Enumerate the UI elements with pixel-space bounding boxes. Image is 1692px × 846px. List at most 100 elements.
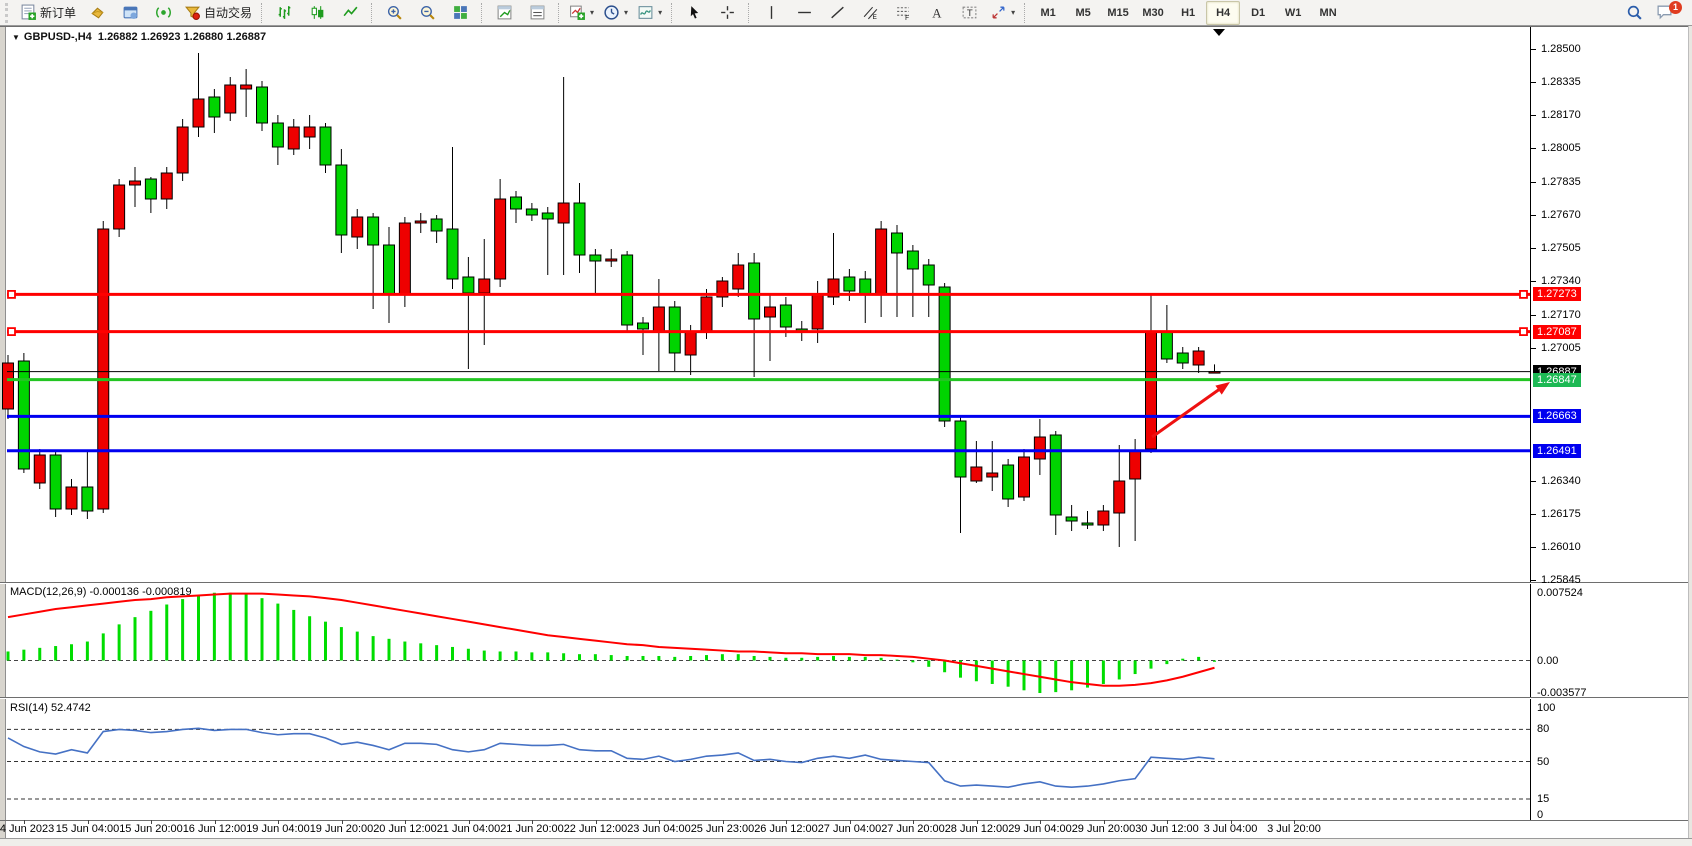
channel-icon: E: [863, 6, 877, 21]
time-axis-label: 27 Jun 20:00: [881, 823, 945, 835]
candle-body: [748, 262, 761, 320]
time-tick-mark: [849, 820, 851, 824]
crosshair-button[interactable]: [711, 1, 743, 25]
hline-button[interactable]: [788, 1, 820, 25]
bar-chart-button[interactable]: [268, 1, 300, 25]
autotrading-button[interactable]: 自动交易: [180, 1, 256, 25]
candle-body: [446, 228, 459, 280]
fibonacci-button[interactable]: F: [887, 1, 919, 25]
candle-body: [573, 202, 586, 256]
candle-body: [716, 280, 729, 298]
templates-button[interactable]: ▾: [633, 1, 666, 25]
candle-body: [1065, 516, 1078, 522]
timeframe-button-d1[interactable]: D1: [1251, 6, 1266, 19]
label-button[interactable]: T: [953, 1, 985, 25]
macd-axis-min: -0.003577: [1537, 686, 1587, 699]
cursor-button[interactable]: [678, 1, 710, 25]
line-chart-button[interactable]: [334, 1, 366, 25]
candle-body: [113, 184, 126, 230]
timeframe-button-h4[interactable]: H4: [1206, 0, 1241, 25]
hline-handle[interactable]: [7, 327, 16, 337]
indicator-list-icon: [530, 5, 544, 20]
price-tick-label: 1.27835: [1541, 176, 1581, 188]
candle-body: [986, 472, 999, 478]
macd-rsi-separator[interactable]: [0, 697, 1688, 698]
time-axis-label: 19 Jun 20:00: [309, 823, 374, 835]
channel-button[interactable]: E: [854, 1, 886, 25]
candle-body: [1160, 330, 1173, 360]
candle-body: [922, 264, 935, 286]
candles: [2, 53, 1221, 547]
candle-body: [668, 306, 681, 354]
candle-body: [1002, 464, 1015, 500]
hline-handle[interactable]: [1519, 289, 1528, 299]
hline-handle[interactable]: [1519, 327, 1528, 337]
rsi-axis-label: 50: [1537, 755, 1550, 768]
new-order-button[interactable]: 新订单: [16, 1, 80, 25]
market-watch-button[interactable]: [114, 1, 146, 25]
toolbar-separator: [1024, 2, 1026, 23]
time-axis-label: 30 Jun 12:00: [1135, 823, 1199, 835]
signals-button[interactable]: [147, 1, 179, 25]
quotes-button[interactable]: [81, 1, 113, 25]
toolbar-separator: [261, 2, 263, 23]
candle-body: [414, 220, 427, 224]
timeframe-button-h1[interactable]: H1: [1181, 6, 1196, 19]
time-tick-mark: [659, 820, 660, 824]
chart-plot[interactable]: [0, 26, 1692, 846]
zoom-out-button[interactable]: [411, 1, 443, 25]
main-macd-separator[interactable]: [0, 582, 1688, 583]
periods-button[interactable]: ▾: [599, 1, 632, 25]
vline-button[interactable]: [755, 1, 787, 25]
hline-objects[interactable]: [7, 289, 1530, 453]
tile-windows-button[interactable]: [444, 1, 476, 25]
candle-body: [510, 196, 522, 210]
candle-body: [541, 212, 554, 220]
price-tick-mark: [1531, 481, 1536, 482]
candle-body: [256, 86, 268, 124]
timeframe-button-m1[interactable]: M1: [1040, 6, 1056, 19]
search-button[interactable]: [1618, 1, 1650, 25]
toolbar-separator: [558, 2, 560, 23]
rsi-axis-label: 80: [1537, 723, 1550, 736]
hline-handle[interactable]: [7, 289, 16, 299]
price-line-label: 1.26491: [1533, 443, 1581, 458]
hline-icon: [797, 11, 811, 14]
candle-body: [1113, 480, 1126, 514]
arrows-button[interactable]: ▾: [986, 1, 1019, 25]
trendline-button[interactable]: [821, 1, 853, 25]
candle-body: [144, 178, 157, 200]
price-tick-mark: [1531, 348, 1536, 349]
candle-body: [81, 486, 94, 512]
chart-shift-marker[interactable]: [1213, 29, 1225, 36]
timeframe-button-m15[interactable]: M15: [1107, 6, 1129, 19]
add-indicator-button[interactable]: ▾: [565, 1, 598, 25]
zoom-in-button[interactable]: [378, 1, 410, 25]
candle-body: [129, 180, 141, 186]
price-line-label: 1.26847: [1533, 372, 1581, 387]
chart-dropdown-icon[interactable]: ▼: [12, 33, 20, 42]
time-axis-label: 21 Jun 04:00: [436, 823, 501, 835]
price-tick-mark: [1531, 281, 1536, 282]
candle-body: [732, 264, 745, 290]
price-axis-separator: [1530, 27, 1531, 820]
macd-signal-line: [7, 592, 1215, 687]
window-bottom-border: [0, 838, 1692, 846]
time-axis-label: 28 Jun 12:00: [944, 823, 1009, 835]
indicators-list-button[interactable]: [521, 1, 553, 25]
timeframe-button-m5[interactable]: M5: [1075, 6, 1091, 19]
price-tick-label: 1.27005: [1541, 342, 1581, 354]
text-icon: A: [932, 6, 942, 20]
price-tick-mark: [1531, 82, 1536, 83]
price-line-label: 1.27087: [1533, 324, 1581, 339]
candle-chart-button[interactable]: [301, 1, 333, 25]
chat-button[interactable]: 1: [1656, 0, 1682, 23]
time-axis-label: 29 Jun 04:00: [1008, 823, 1072, 835]
arrow-annotation[interactable]: [1151, 382, 1230, 439]
timeframe-button-m30[interactable]: M30: [1142, 6, 1164, 19]
autotrading-button-label: 自动交易: [204, 6, 253, 20]
indicators-window-button[interactable]: [488, 1, 520, 25]
text-button[interactable]: A: [920, 1, 952, 25]
timeframe-button-w1[interactable]: W1: [1284, 6, 1302, 19]
timeframe-button-mn[interactable]: MN: [1319, 6, 1337, 19]
